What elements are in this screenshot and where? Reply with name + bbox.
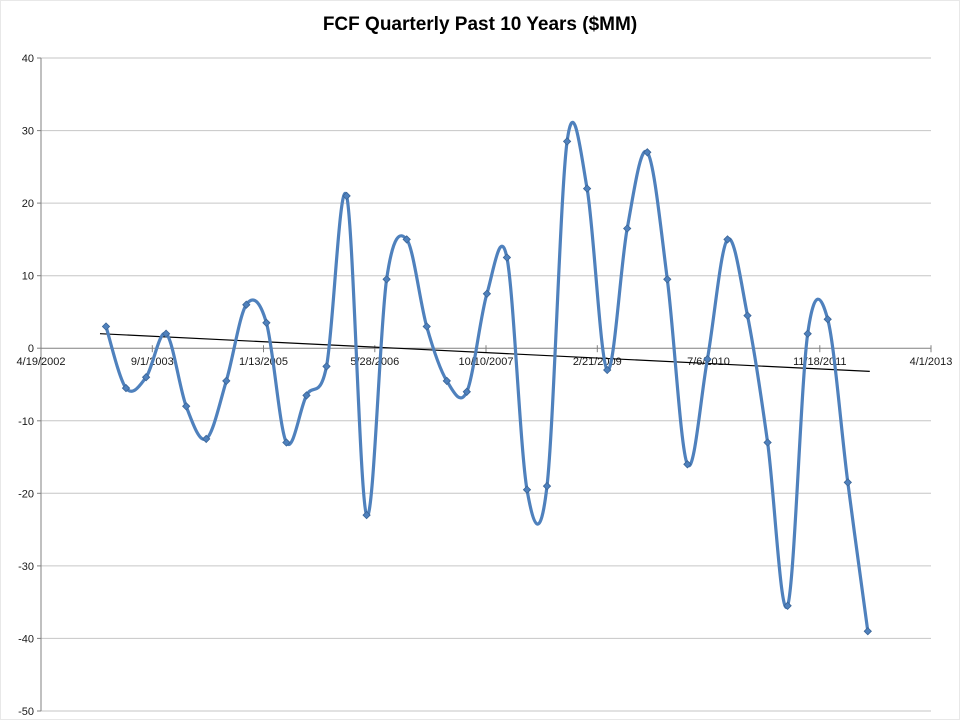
data-point-marker [242,300,251,309]
data-point-marker [482,289,492,298]
data-point-marker [322,362,331,371]
data-point-marker [262,318,271,327]
data-point-marker [863,627,872,636]
data-point-marker [101,322,111,331]
data-point-marker [382,275,391,284]
x-tick-label: 7/6/2010 [687,356,730,368]
data-point-marker [663,275,672,284]
fcf-series-line [104,121,870,633]
x-tick-label: 5/28/2006 [350,356,399,368]
data-point-marker [582,184,592,193]
x-tick-label: 11/18/2011 [793,356,846,368]
data-point-marker [342,191,351,201]
x-tick-label: 10/10/2007 [458,356,513,368]
chart-title: FCF Quarterly Past 10 Years ($MM) [322,14,638,35]
y-tick-label: 10 [22,271,34,283]
data-point-marker [302,391,311,400]
data-point-marker [121,383,131,393]
data-point-marker [542,481,552,491]
data-point-marker [603,365,612,375]
y-tick-label: -50 [18,706,34,718]
data-point-marker [182,402,191,411]
data-point-marker [362,510,371,520]
trendline [99,333,870,372]
data-point-marker [222,376,231,386]
data-point-marker [643,148,652,157]
data-point-marker [462,387,471,396]
data-point-marker [803,329,812,338]
data-point-marker [763,438,772,447]
y-tick-label: -10 [18,416,34,428]
data-point-marker [823,315,832,324]
y-tick-label: 30 [22,126,34,138]
y-tick-label: 40 [22,53,34,65]
data-point-marker [442,376,451,386]
x-tick-label: 4/1/2013 [910,356,953,368]
data-point-marker [161,329,171,338]
data-point-marker [723,235,732,244]
data-point-marker [202,434,211,444]
data-point-marker [843,478,852,487]
data-point-marker [743,311,752,320]
data-point-marker [282,438,291,447]
y-tick-label: -40 [18,633,34,645]
y-tick-label: -30 [18,561,34,573]
x-tick-label: 4/19/2002 [17,356,66,368]
data-point-marker [502,253,512,262]
data-point-marker [522,485,532,494]
data-point-marker [562,137,572,146]
data-point-marker [703,354,712,364]
data-point-marker [141,373,151,382]
x-tick-label: 1/13/2005 [239,356,288,368]
data-point-marker [402,235,411,244]
y-tick-label: 20 [22,198,34,210]
data-point-marker [783,601,792,610]
data-point-marker [623,224,632,233]
data-point-marker [422,322,431,331]
data-point-marker [683,460,692,469]
y-tick-label: 0 [28,343,34,355]
y-tick-label: -20 [18,488,34,500]
